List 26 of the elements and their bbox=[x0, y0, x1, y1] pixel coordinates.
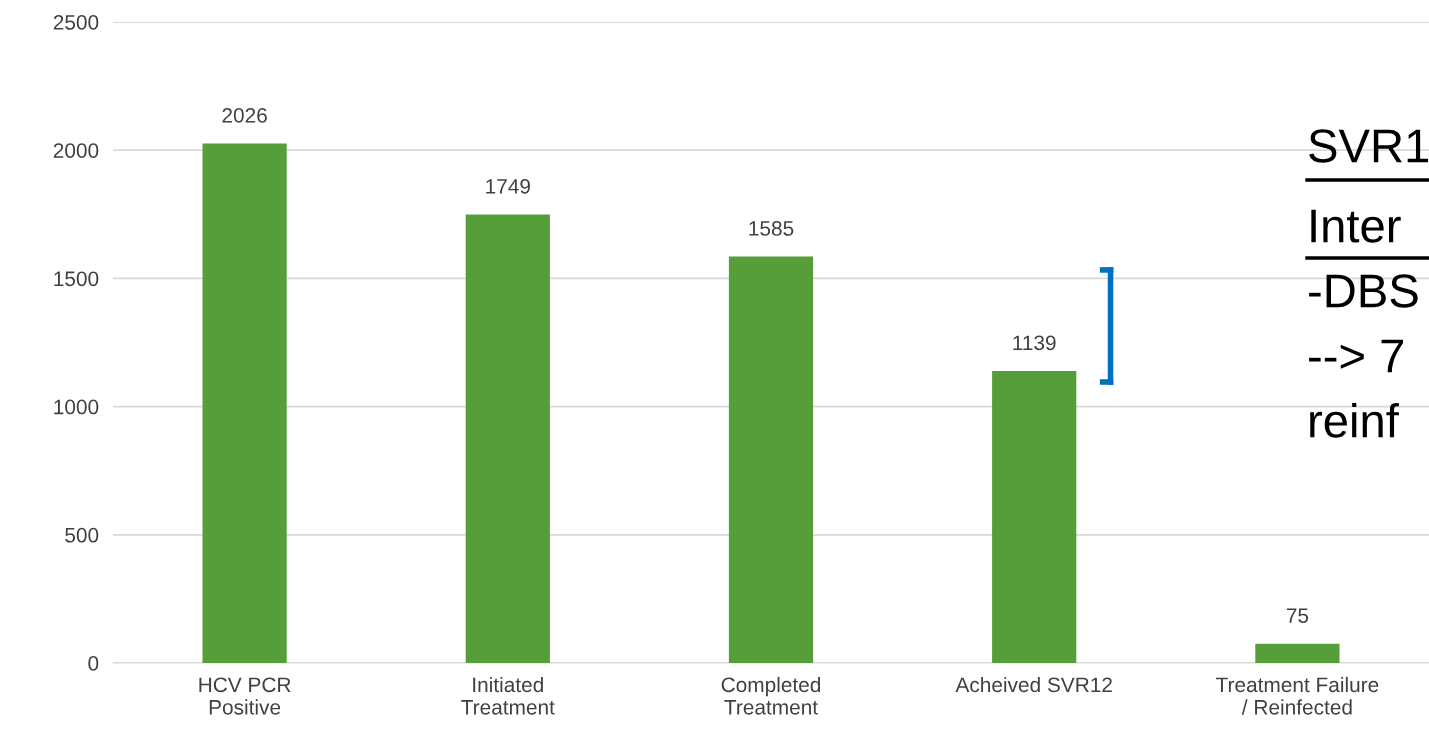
data-label: 1585 bbox=[749, 221, 794, 236]
x-tick-label: HCV PCR Positive bbox=[199, 677, 291, 715]
data-label: 1749 bbox=[486, 179, 530, 194]
bar bbox=[992, 370, 1077, 663]
annotation: reinf bbox=[1310, 402, 1399, 438]
annotation: Inter bbox=[1311, 209, 1401, 243]
y-tick-label: 1000 bbox=[54, 399, 99, 415]
x-tick-label: Completed Treatment bbox=[721, 676, 821, 715]
annotation: SVR1 bbox=[1309, 129, 1429, 163]
y-tick-label: 2500 bbox=[53, 15, 99, 30]
annotation: --> 7 bbox=[1309, 339, 1404, 373]
x-tick-label: Initiated Treatment bbox=[461, 676, 555, 715]
data-label: 75 bbox=[1286, 608, 1309, 623]
data-label: 2026 bbox=[222, 108, 267, 123]
y-tick-label: 500 bbox=[65, 527, 99, 543]
bar bbox=[1255, 643, 1340, 663]
bar bbox=[728, 256, 814, 663]
annotation: -DBS bbox=[1309, 274, 1418, 308]
bar bbox=[202, 143, 287, 663]
y-tick-label: 1500 bbox=[54, 271, 99, 287]
x-tick-label: Treatment Failure / Reinfected bbox=[1216, 676, 1379, 715]
data-label: 1139 bbox=[1013, 335, 1056, 351]
y-tick-label: 0 bbox=[88, 656, 99, 671]
y-tick-label: 2000 bbox=[53, 143, 99, 158]
x-tick-label: Acheived SVR12 bbox=[955, 676, 1112, 693]
bar bbox=[465, 214, 550, 663]
